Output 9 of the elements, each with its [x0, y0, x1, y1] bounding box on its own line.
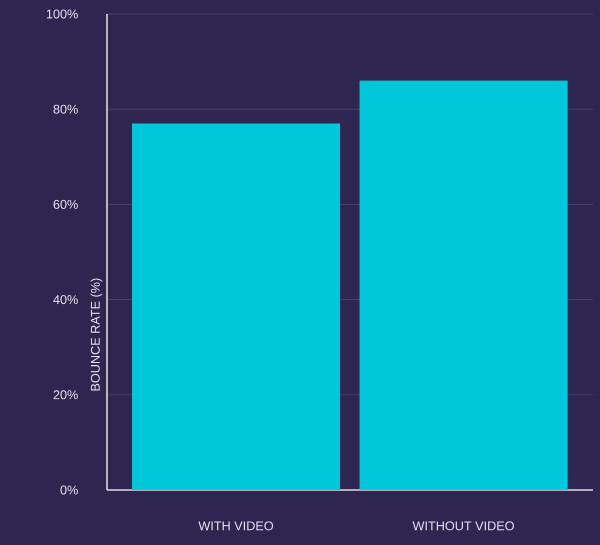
y-tick-label: 20% — [54, 390, 78, 400]
y-tick-label: 40% — [53, 295, 78, 304]
y-tick-label: 80% — [53, 104, 78, 114]
y-tick-label: 60% — [54, 200, 78, 209]
x-tick-label: WITH VIDEO — [198, 521, 274, 530]
y-axis-title: BOUNCE RATE (%) — [90, 278, 102, 390]
y-tick-label: 100% — [46, 10, 78, 18]
y-tick-label: 0% — [60, 486, 78, 494]
x-tick-label: WITHOUT VIDEO — [412, 521, 514, 530]
